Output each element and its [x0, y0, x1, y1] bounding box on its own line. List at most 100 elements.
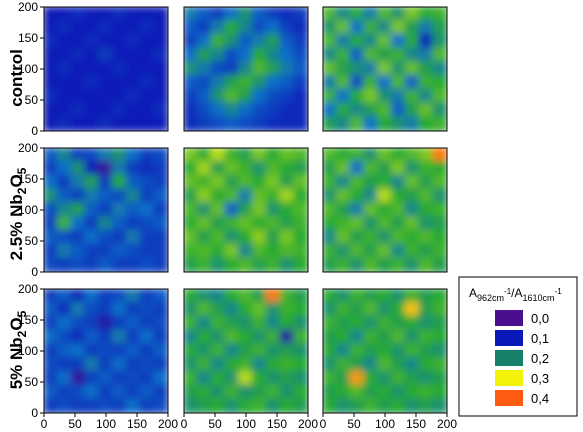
heatmap-cell — [196, 343, 213, 359]
heatmap-cell — [184, 7, 199, 22]
heatmap-cell — [210, 47, 227, 64]
heatmap-cell — [44, 202, 59, 218]
heatmap-cell — [70, 315, 87, 332]
heatmap-cell — [363, 202, 380, 218]
heatmap-cell — [139, 47, 156, 64]
heatmap-cell — [418, 19, 435, 36]
heatmap-cell — [84, 370, 101, 387]
heatmap-cell — [349, 148, 366, 163]
heatmap-cell — [139, 88, 156, 105]
heatmap-cell — [238, 370, 254, 387]
heatmap-cell — [153, 398, 168, 413]
heatmap-cell — [98, 301, 114, 318]
x-tick-label: 50 — [208, 417, 222, 431]
heatmap-cell — [238, 301, 254, 318]
heatmap-cell — [377, 202, 393, 218]
x-tick-label: 50 — [68, 417, 82, 431]
row-label-25: 2.5% Nb2O5 — [7, 167, 29, 260]
heatmap-cell — [224, 61, 241, 77]
heatmap-cell — [363, 61, 380, 77]
heatmap-cell — [44, 215, 59, 232]
heatmap-cell — [335, 257, 352, 272]
y-tick-label: 50 — [25, 234, 39, 248]
x-tick-label: 50 — [347, 417, 361, 431]
heatmap-cell — [279, 384, 296, 401]
heatmap-cell — [293, 356, 308, 373]
heatmap-cell — [153, 257, 168, 272]
heatmap-cell — [70, 88, 87, 105]
heatmap-cell — [377, 301, 393, 318]
x-tick-label: 150 — [267, 417, 287, 431]
heatmap-cell — [377, 289, 393, 304]
heatmap-cell — [84, 202, 101, 218]
heatmap-cell — [44, 356, 59, 373]
heatmap-cell — [184, 243, 199, 260]
heatmap-cell — [432, 215, 447, 232]
heatmap-cell — [111, 398, 128, 413]
heatmap-cell — [84, 315, 101, 332]
heatmap-cell — [335, 343, 352, 359]
heatmap-cell — [377, 398, 393, 413]
heatmap-cell — [70, 19, 87, 36]
heatmap-cell — [224, 116, 241, 131]
heatmap-cell — [418, 215, 435, 232]
heatmap-cell — [251, 47, 268, 64]
heatmap-cell — [210, 102, 227, 119]
heatmap-cell — [98, 188, 114, 205]
heatmap-cell — [70, 74, 87, 91]
heatmap-cell — [111, 301, 128, 318]
heatmap-cell — [390, 102, 407, 119]
heatmap-cell — [224, 174, 241, 191]
heatmap-cell — [184, 19, 199, 36]
heatmap-cell — [238, 116, 254, 131]
heatmap-cell — [418, 148, 435, 163]
heatmap-cell — [224, 398, 241, 413]
heatmap-cell — [196, 188, 213, 205]
heatmap-cell — [349, 74, 366, 91]
heatmap-cell — [349, 384, 366, 401]
heatmap-cell — [293, 148, 308, 163]
heatmap-cell — [84, 160, 101, 177]
heatmap-cell — [224, 188, 241, 205]
heatmap-cell — [44, 47, 59, 64]
heatmap-cell — [293, 61, 308, 77]
heatmap-cell — [279, 215, 296, 232]
heatmap-cell — [323, 229, 338, 246]
heatmap-cell — [196, 174, 213, 191]
heatmap-cell — [125, 202, 142, 218]
heatmap-cell — [111, 102, 128, 119]
heatmap-cell — [56, 174, 73, 191]
heatmap-cell — [238, 74, 254, 91]
heatmap-cell — [349, 202, 366, 218]
heatmap-cell — [98, 229, 114, 246]
heatmap-cell — [279, 102, 296, 119]
heatmap-cell — [153, 370, 168, 387]
heatmap-cell — [125, 329, 142, 346]
heatmap-cell — [238, 257, 254, 272]
heatmap-cell — [432, 74, 447, 91]
heatmap-cell — [418, 257, 435, 272]
heatmap-cell — [377, 19, 393, 36]
heatmap-cell — [418, 243, 435, 260]
heatmap-cell — [404, 370, 421, 387]
heatmap-cell — [98, 289, 114, 304]
heatmap-cell — [404, 384, 421, 401]
heatmap-cell — [184, 160, 199, 177]
heatmap-cell — [349, 315, 366, 332]
legend-label: 0,3 — [531, 371, 549, 386]
heatmap-cell — [432, 398, 447, 413]
row-label-5-text: 5% Nb — [7, 337, 26, 389]
heatmap-cell — [418, 102, 435, 119]
heatmap-cell — [265, 74, 282, 91]
heatmap-cell — [432, 257, 447, 272]
heatmap-cell — [363, 370, 380, 387]
heatmap-cell — [210, 229, 227, 246]
heatmap-cell — [323, 243, 338, 260]
heatmap-cell — [125, 61, 142, 77]
heatmap-panel — [44, 289, 168, 413]
row-label-5: 5% Nb2O5 — [7, 310, 29, 389]
heatmap-cell — [377, 61, 393, 77]
heatmap-cell — [196, 7, 213, 22]
heatmap-cell — [111, 343, 128, 359]
heatmap-cell — [265, 33, 282, 50]
